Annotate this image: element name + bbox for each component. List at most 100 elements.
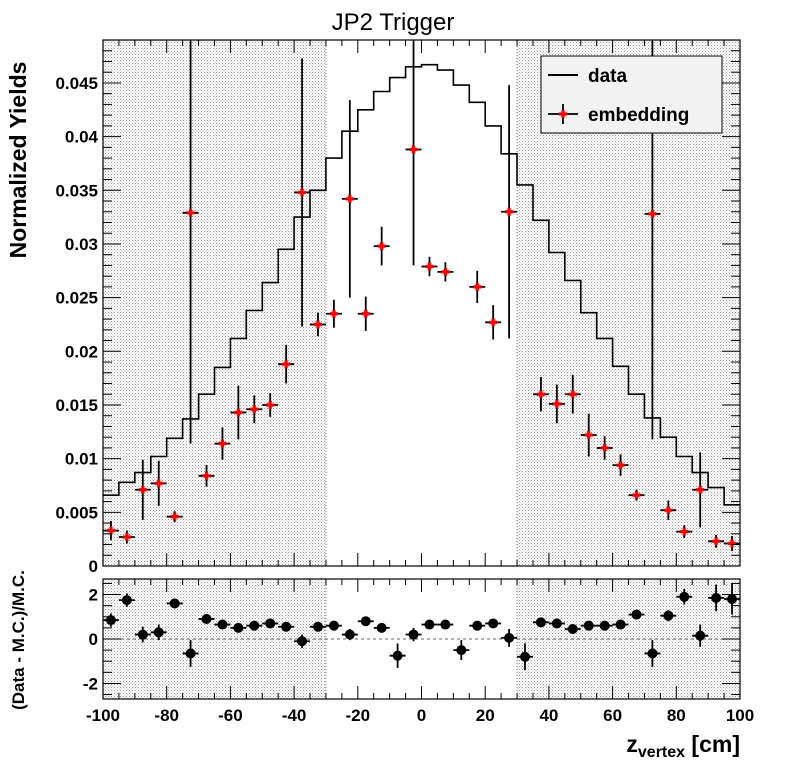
- embedding-marker: [106, 526, 115, 535]
- ratio-marker: [456, 645, 467, 656]
- ratio-point: [517, 643, 533, 671]
- embedding-point: [134, 459, 151, 520]
- ratio-point: [182, 640, 199, 667]
- ratio-marker: [185, 648, 196, 659]
- ratio-point: [118, 593, 135, 607]
- ratio-point: [532, 617, 549, 628]
- embedding-point: [405, 40, 422, 266]
- embedding-point: [596, 436, 613, 460]
- x-axis-label-main: z: [626, 731, 638, 757]
- ratio-marker: [233, 622, 244, 633]
- embedding-point: [310, 312, 326, 337]
- legend-entry-data: data: [588, 66, 628, 87]
- embedding-marker: [329, 309, 338, 318]
- ratio-marker: [217, 619, 228, 630]
- legend-embedding-marker: [548, 104, 578, 124]
- ratio-marker: [360, 616, 371, 627]
- embedding-marker: [138, 485, 147, 494]
- ratio-marker: [408, 629, 419, 640]
- embedding-point: [421, 256, 438, 277]
- legend-box: [540, 55, 723, 134]
- ratio-x-label: 0: [417, 706, 426, 725]
- ratio-marker: [535, 617, 546, 628]
- ratio-point: [198, 614, 215, 624]
- embedding-marker: [600, 443, 609, 452]
- ratio-marker: [121, 595, 132, 606]
- embedding-point: [278, 344, 295, 384]
- embedding-point: [262, 393, 279, 417]
- embedding-point: [660, 500, 677, 520]
- ratio-point: [405, 627, 422, 642]
- x-axis-label-subscript: vertex: [638, 744, 685, 761]
- ratio-point: [421, 619, 438, 630]
- shaded-region-0: [103, 40, 326, 566]
- embedding-point: [103, 520, 119, 541]
- embedding-marker: [298, 188, 307, 197]
- ratio-point: [150, 624, 167, 641]
- ratio-marker: [265, 618, 276, 629]
- top-y-label: 0.01: [65, 450, 98, 469]
- top-x-ticks: [102, 40, 741, 566]
- ratio-point: [103, 613, 119, 627]
- ratio-x-label: -40: [282, 706, 307, 725]
- ratio-point: [373, 622, 390, 633]
- ratio-point: [692, 624, 709, 647]
- embedding-point: [214, 427, 231, 460]
- ratio-marker: [328, 620, 339, 631]
- y-axis-label-ratio: (Data - M.C.)/M.C.: [9, 570, 28, 710]
- embedding-point: [692, 452, 709, 528]
- ratio-marker: [344, 629, 355, 640]
- embedding-point: [628, 489, 645, 501]
- ratio-points: [103, 583, 740, 671]
- embedding-marker: [361, 309, 370, 318]
- top-y-label: 0: [89, 557, 98, 576]
- ratio-marker: [169, 598, 180, 609]
- embedding-marker: [664, 506, 673, 515]
- embedding-point: [325, 299, 342, 328]
- ratio-marker: [551, 618, 562, 629]
- ratio-y-label: -2: [83, 674, 98, 693]
- ratio-x-label: 100: [726, 706, 754, 725]
- x-axis-label: zvertex [cm]: [626, 731, 740, 761]
- top-y-label: 0.005: [55, 503, 98, 522]
- embedding-point: [373, 226, 390, 266]
- data-histogram: [103, 63, 740, 506]
- ratio-marker: [520, 651, 531, 662]
- ratio-point: [357, 616, 374, 627]
- ratio-x-label: -20: [346, 706, 371, 725]
- embedding-marker: [202, 471, 211, 480]
- ratio-point: [708, 584, 725, 612]
- embedding-marker: [536, 390, 545, 399]
- embedding-marker: [282, 360, 291, 369]
- embedding-marker: [425, 262, 434, 271]
- ratio-point: [548, 618, 565, 629]
- embedding-marker: [712, 537, 721, 546]
- embedding-point: [166, 511, 183, 522]
- top-y-label: 0.025: [55, 289, 98, 308]
- ratio-point: [278, 621, 295, 632]
- ratio-x-label: -100: [86, 706, 120, 725]
- ratio-x-label: 60: [603, 706, 622, 725]
- ratio-point: [612, 619, 629, 630]
- ratio-point: [485, 618, 502, 629]
- embedding-marker: [489, 318, 498, 327]
- ratio-marker: [631, 609, 642, 620]
- embedding-marker: [728, 539, 737, 548]
- ratio-point: [501, 629, 518, 647]
- embedding-marker: [377, 242, 386, 251]
- embedding-point: [564, 374, 581, 414]
- embedding-point: [246, 395, 263, 424]
- ratio-marker: [392, 650, 403, 661]
- embedding-point: [724, 535, 740, 551]
- ratio-x-label: -60: [218, 706, 243, 725]
- ratio-marker: [727, 594, 738, 604]
- embedding-marker: [186, 208, 195, 217]
- y-axis-label-top: Normalized Yields: [5, 62, 31, 259]
- ratio-point: [437, 619, 454, 630]
- top-y-label: 0.03: [65, 235, 98, 254]
- x-axis-label-unit: [cm]: [685, 731, 740, 757]
- embedding-marker: [345, 194, 354, 203]
- ratio-point: [214, 619, 231, 630]
- ratio-y-label: 0: [89, 630, 98, 649]
- embedding-marker: [234, 408, 243, 417]
